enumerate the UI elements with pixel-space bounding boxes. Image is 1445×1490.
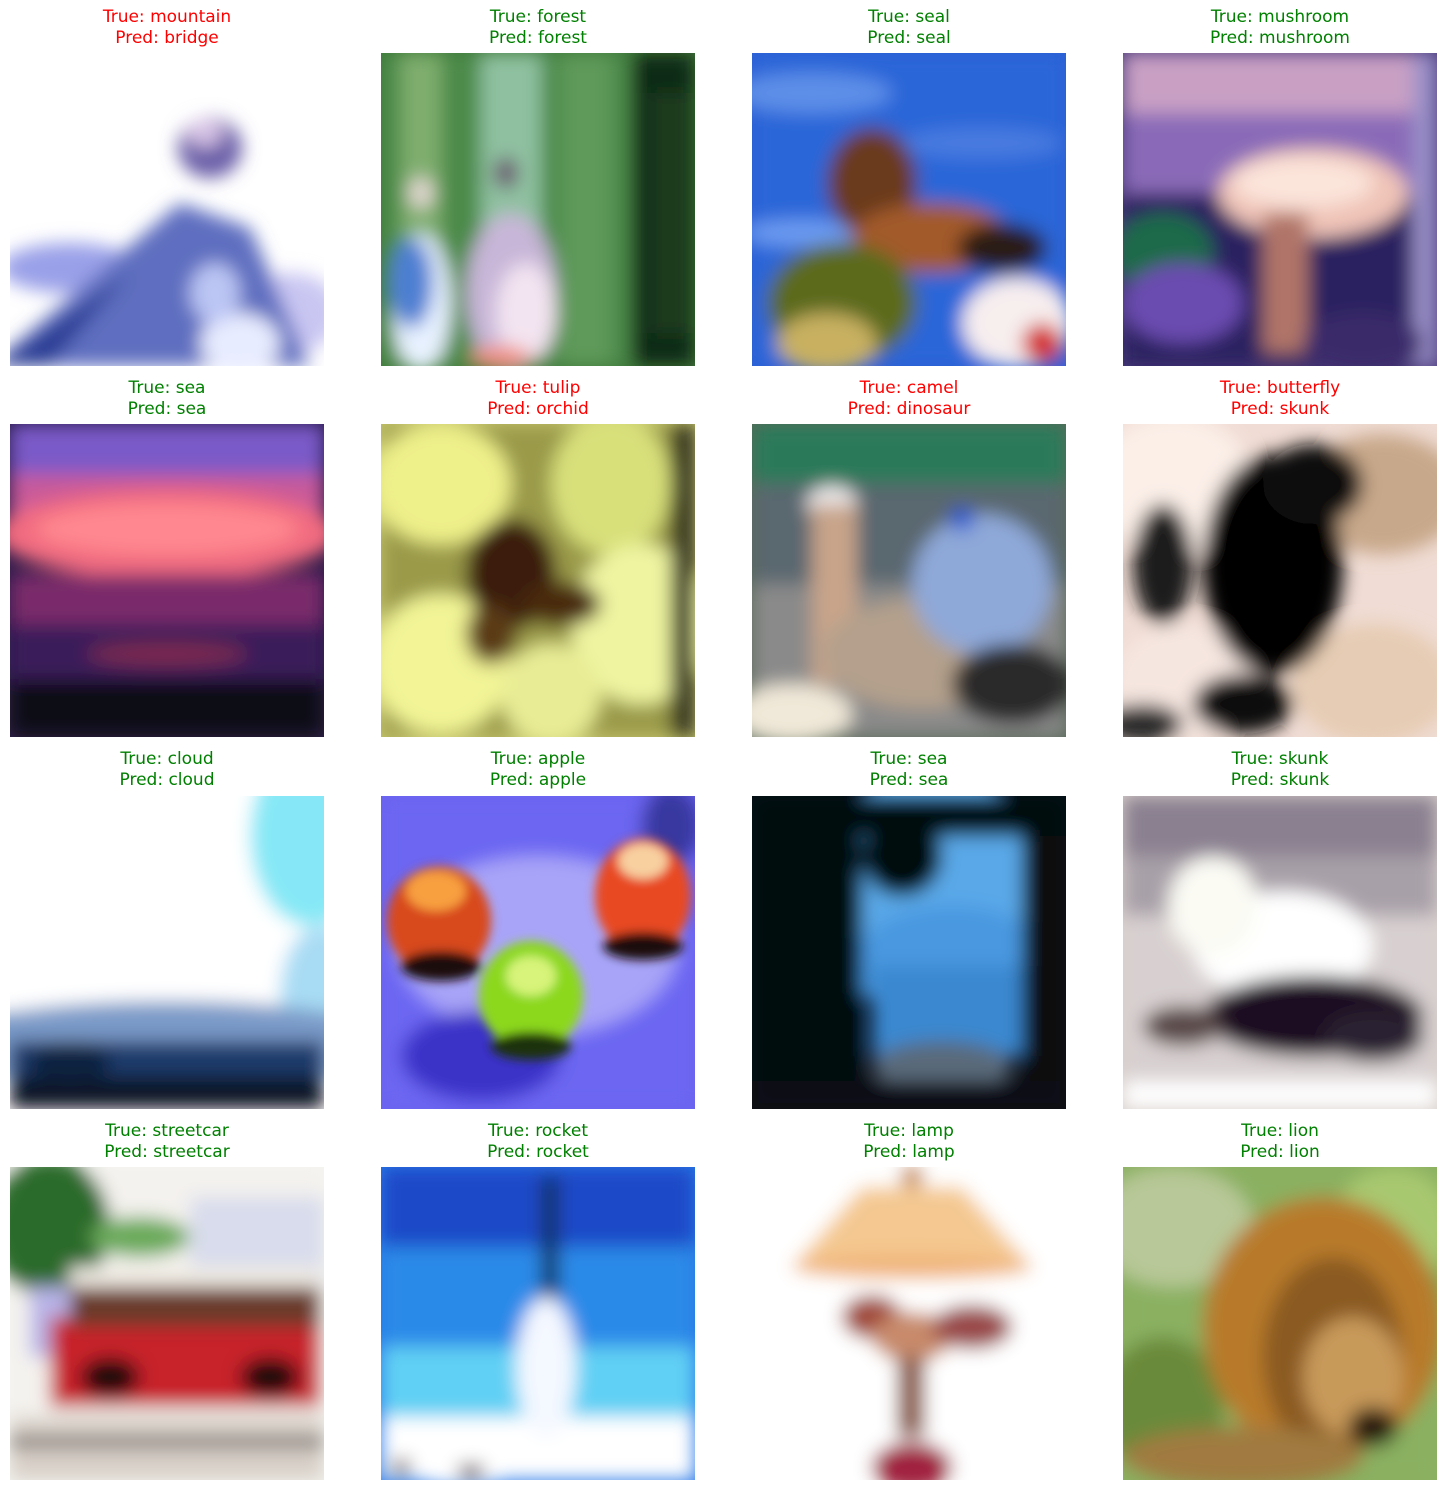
true-label: True: tulip <box>495 378 581 398</box>
sample-image <box>10 424 324 737</box>
pred-label: Pred: dinosaur <box>847 399 971 419</box>
pred-label: Pred: seal <box>867 28 951 48</box>
panel-title: True: cloud Pred: cloud <box>10 749 324 791</box>
sample-image <box>381 424 695 737</box>
panel-title: True: camel Pred: dinosaur <box>752 378 1066 420</box>
pred-label: Pred: skunk <box>1230 399 1330 419</box>
panel-title: True: lamp Pred: lamp <box>752 1121 1066 1163</box>
panel-title: True: tulip Pred: orchid <box>381 378 695 420</box>
pred-label: Pred: forest <box>489 28 587 48</box>
true-label: True: seal <box>868 7 950 27</box>
true-label: True: cloud <box>120 749 214 769</box>
pred-label: Pred: bridge <box>115 28 219 48</box>
panel-title: True: apple Pred: apple <box>381 749 695 791</box>
sample-image <box>752 424 1066 737</box>
true-label: True: lion <box>1241 1121 1319 1141</box>
sample-image <box>752 796 1066 1109</box>
true-label: True: sea <box>128 378 206 398</box>
true-label: True: butterfly <box>1219 378 1341 398</box>
panel-title: True: streetcar Pred: streetcar <box>10 1121 324 1163</box>
sample-image <box>381 53 695 366</box>
panel-title: True: sea Pred: sea <box>752 749 1066 791</box>
true-label: True: forest <box>489 7 587 27</box>
sample-image <box>1123 796 1437 1109</box>
pred-label: Pred: apple <box>489 770 587 790</box>
true-label: True: sea <box>870 749 948 769</box>
pred-label: Pred: mushroom <box>1210 28 1350 48</box>
pred-label: Pred: sea <box>869 770 949 790</box>
sample-image <box>1123 53 1437 366</box>
panel-title: True: mushroom Pred: mushroom <box>1123 7 1437 49</box>
true-label: True: mountain <box>102 7 232 27</box>
panel-title: True: rocket Pred: rocket <box>381 1121 695 1163</box>
true-label: True: streetcar <box>105 1121 229 1141</box>
true-label: True: camel <box>859 378 959 398</box>
pred-label: Pred: lion <box>1240 1142 1320 1162</box>
sample-image <box>10 796 324 1109</box>
true-label: True: mushroom <box>1210 7 1350 27</box>
pred-label: Pred: rocket <box>487 1142 589 1162</box>
panel-title: True: sea Pred: sea <box>10 378 324 420</box>
panel-title: True: skunk Pred: skunk <box>1123 749 1437 791</box>
sample-image <box>10 53 324 366</box>
true-label: True: lamp <box>864 1121 954 1141</box>
true-label: True: apple <box>490 749 586 769</box>
sample-image <box>381 796 695 1109</box>
true-label: True: skunk <box>1231 749 1329 769</box>
pred-label: Pred: skunk <box>1230 770 1330 790</box>
sample-image <box>1123 1167 1437 1480</box>
panel-title: True: forest Pred: forest <box>381 7 695 49</box>
pred-label: Pred: streetcar <box>104 1142 230 1162</box>
pred-label: Pred: cloud <box>119 770 215 790</box>
panel-title: True: lion Pred: lion <box>1123 1121 1437 1163</box>
sample-image <box>1123 424 1437 737</box>
pred-label: Pred: lamp <box>863 1142 955 1162</box>
panel-title: True: butterfly Pred: skunk <box>1123 378 1437 420</box>
panel-title: True: seal Pred: seal <box>752 7 1066 49</box>
sample-image <box>752 53 1066 366</box>
pred-label: Pred: orchid <box>487 399 589 419</box>
panel-title: True: mountain Pred: bridge <box>10 7 324 49</box>
sample-image <box>752 1167 1066 1480</box>
pred-label: Pred: sea <box>127 399 207 419</box>
sample-image <box>10 1167 324 1480</box>
true-label: True: rocket <box>488 1121 588 1141</box>
sample-image <box>381 1167 695 1480</box>
